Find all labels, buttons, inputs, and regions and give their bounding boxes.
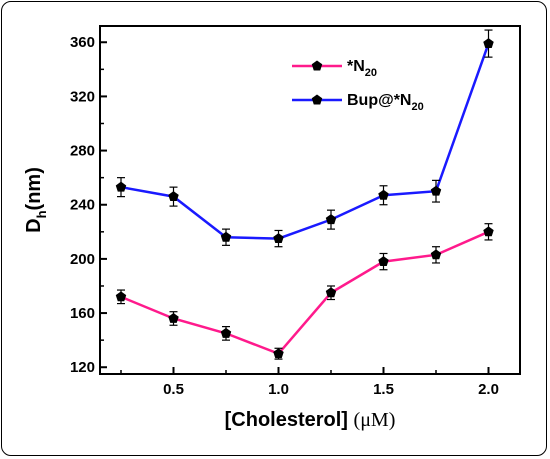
data-point [430,249,442,260]
legend: *N20 Bup@*N20 [292,58,424,113]
data-point [378,189,389,200]
data-point [273,233,284,244]
y-tick-label: 320 [70,88,95,105]
legend-entry-bup-n20: Bup@*N20 [292,92,424,113]
data-point [325,287,337,298]
data-point [483,226,494,237]
data-point [220,231,232,242]
legend-label-bup-n20: Bup@*N20 [347,92,424,113]
data-point [273,348,284,359]
data-point [483,38,494,49]
plot-area [99,25,521,375]
tick-labels: 0.5 1.0 1.5 2.0 120 160 200 240 280 320 360 [70,34,499,398]
series-layer [115,29,494,360]
data-point [115,181,127,192]
legend-entry-n20: *N20 [292,58,377,79]
x-tick-label: 1.5 [373,381,394,398]
y-tick-label: 200 [70,251,95,268]
axis-ticks [100,41,490,374]
y-tick-label: 240 [70,197,95,214]
legend-marker-bup-n20 [311,94,323,105]
x-tick-label: 0.5 [163,381,184,398]
series-line [120,230,490,356]
x-tick-label: 1.0 [268,381,289,398]
data-point [378,256,389,267]
y-axis-title: Dh(nm) [23,167,49,233]
data-point [168,191,179,202]
x-tick-label: 2.0 [478,381,499,398]
y-tick-label: 280 [70,143,95,160]
series-0 [115,223,494,360]
series-1 [115,29,494,248]
data-point [168,312,179,323]
legend-marker-n20 [311,60,323,71]
y-tick-label: 120 [70,359,95,376]
y-tick-label: 160 [70,305,95,322]
series-line [120,43,490,240]
data-point [220,327,232,338]
data-point [430,185,442,196]
y-tick-label: 360 [70,34,95,51]
data-point [325,214,337,225]
data-point [115,291,127,302]
legend-label-n20: *N20 [347,58,377,79]
x-axis-title: [Cholesterol] (μM) [225,409,396,431]
